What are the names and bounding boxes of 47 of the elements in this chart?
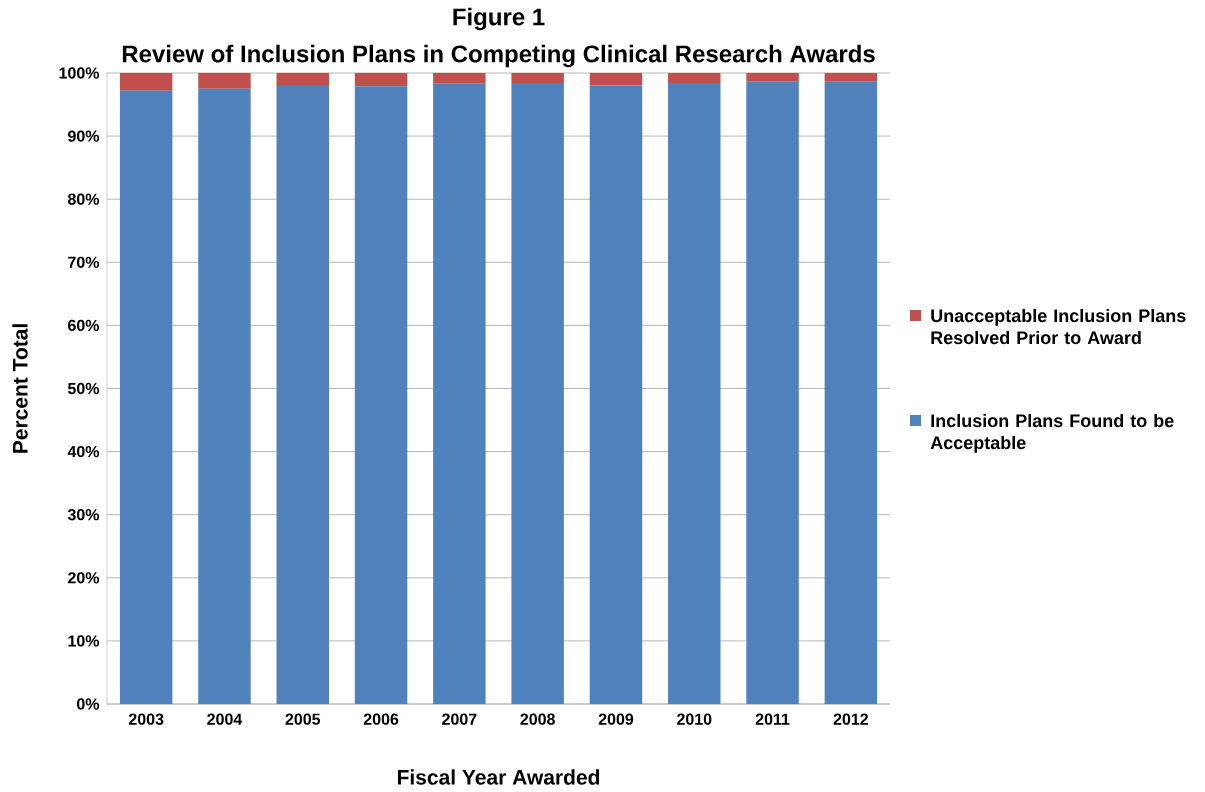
bar (198, 72, 251, 89)
bar (511, 83, 564, 704)
y-tick-label: 10% (68, 635, 100, 647)
legend-label: Inclusion Plans Found to be Acceptable (930, 413, 1174, 453)
bar (433, 72, 486, 84)
y-tick-label: 80% (67, 193, 100, 205)
bar (198, 88, 251, 704)
bar (354, 86, 408, 704)
x-tick-label: 2003 (128, 713, 164, 725)
chart-title: Figure 1 (453, 7, 545, 31)
bar (746, 81, 799, 704)
x-tick-label: 2011 (755, 713, 790, 725)
bar (746, 72, 799, 82)
y-tick-label: 0% (77, 698, 100, 710)
bar (511, 72, 564, 84)
y-tick-label: 50% (67, 382, 100, 395)
x-tick-label: 2007 (442, 713, 477, 725)
x-tick-label: 2004 (207, 713, 243, 725)
y-tick-label: 90% (68, 130, 100, 142)
y-tick-label: 60% (68, 319, 100, 332)
x-tick-label: 2008 (520, 713, 555, 725)
x-tick-label: 2010 (677, 713, 712, 725)
bar (589, 85, 643, 704)
y-tick-label: 20% (68, 572, 100, 584)
y-tick-label: 30% (67, 509, 100, 521)
y-tick-label: 70% (68, 256, 100, 268)
chart-subtitle: Review of Inclusion Plans in Competing Clinical Research Awards (122, 44, 875, 68)
bar (276, 84, 329, 704)
y-axis-title: Percent Total (12, 324, 28, 453)
bar (589, 72, 643, 86)
x-tick-label: 2006 (363, 713, 399, 725)
x-axis-title: Fiscal Year Awarded (397, 769, 600, 785)
bar (119, 72, 173, 91)
x-tick-label: 2005 (285, 713, 321, 725)
bar (119, 90, 173, 704)
bar (824, 72, 878, 82)
bar (668, 72, 721, 84)
bar (824, 81, 878, 704)
bar (433, 83, 486, 704)
bar (668, 83, 721, 704)
x-tick-label: 2012 (833, 713, 869, 725)
legend-label: Unacceptable Inclusion Plans Resolved Prior to Award (931, 308, 1186, 345)
x-tick-label: 2009 (598, 713, 634, 725)
y-tick-label: 40% (67, 445, 100, 458)
bar (354, 72, 408, 87)
bar (276, 72, 329, 85)
y-tick-label: 100% (59, 67, 100, 79)
